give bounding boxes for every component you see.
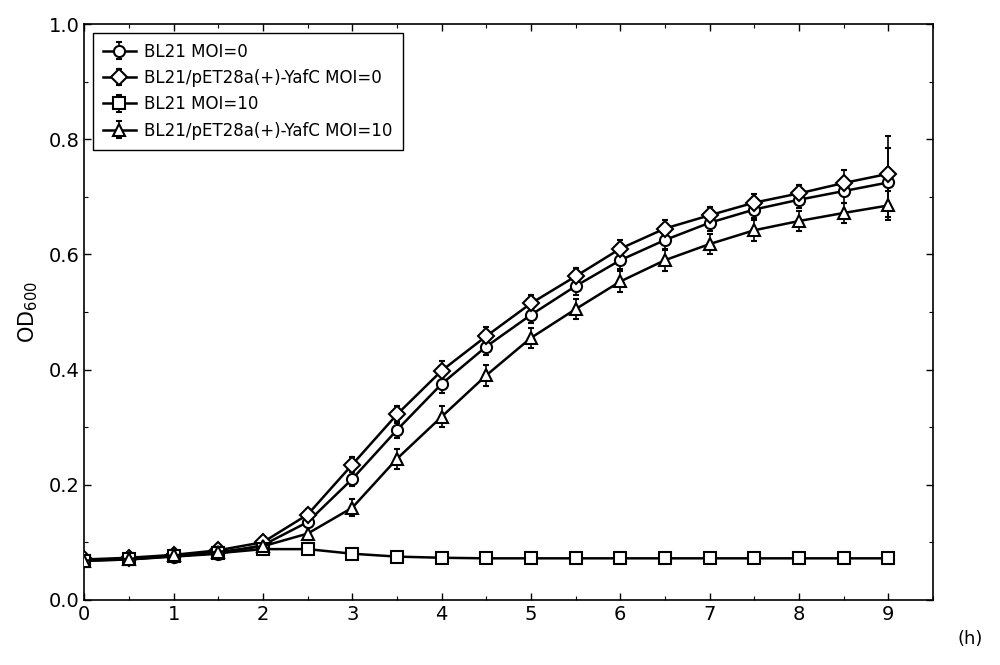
Legend: BL21 MOI=0, BL21/pET28a(+)-YafC MOI=0, BL21 MOI=10, BL21/pET28a(+)-YafC MOI=10: BL21 MOI=0, BL21/pET28a(+)-YafC MOI=0, B… — [93, 33, 403, 150]
Y-axis label: OD$_{600}$: OD$_{600}$ — [17, 281, 40, 343]
Text: (h): (h) — [958, 630, 983, 648]
